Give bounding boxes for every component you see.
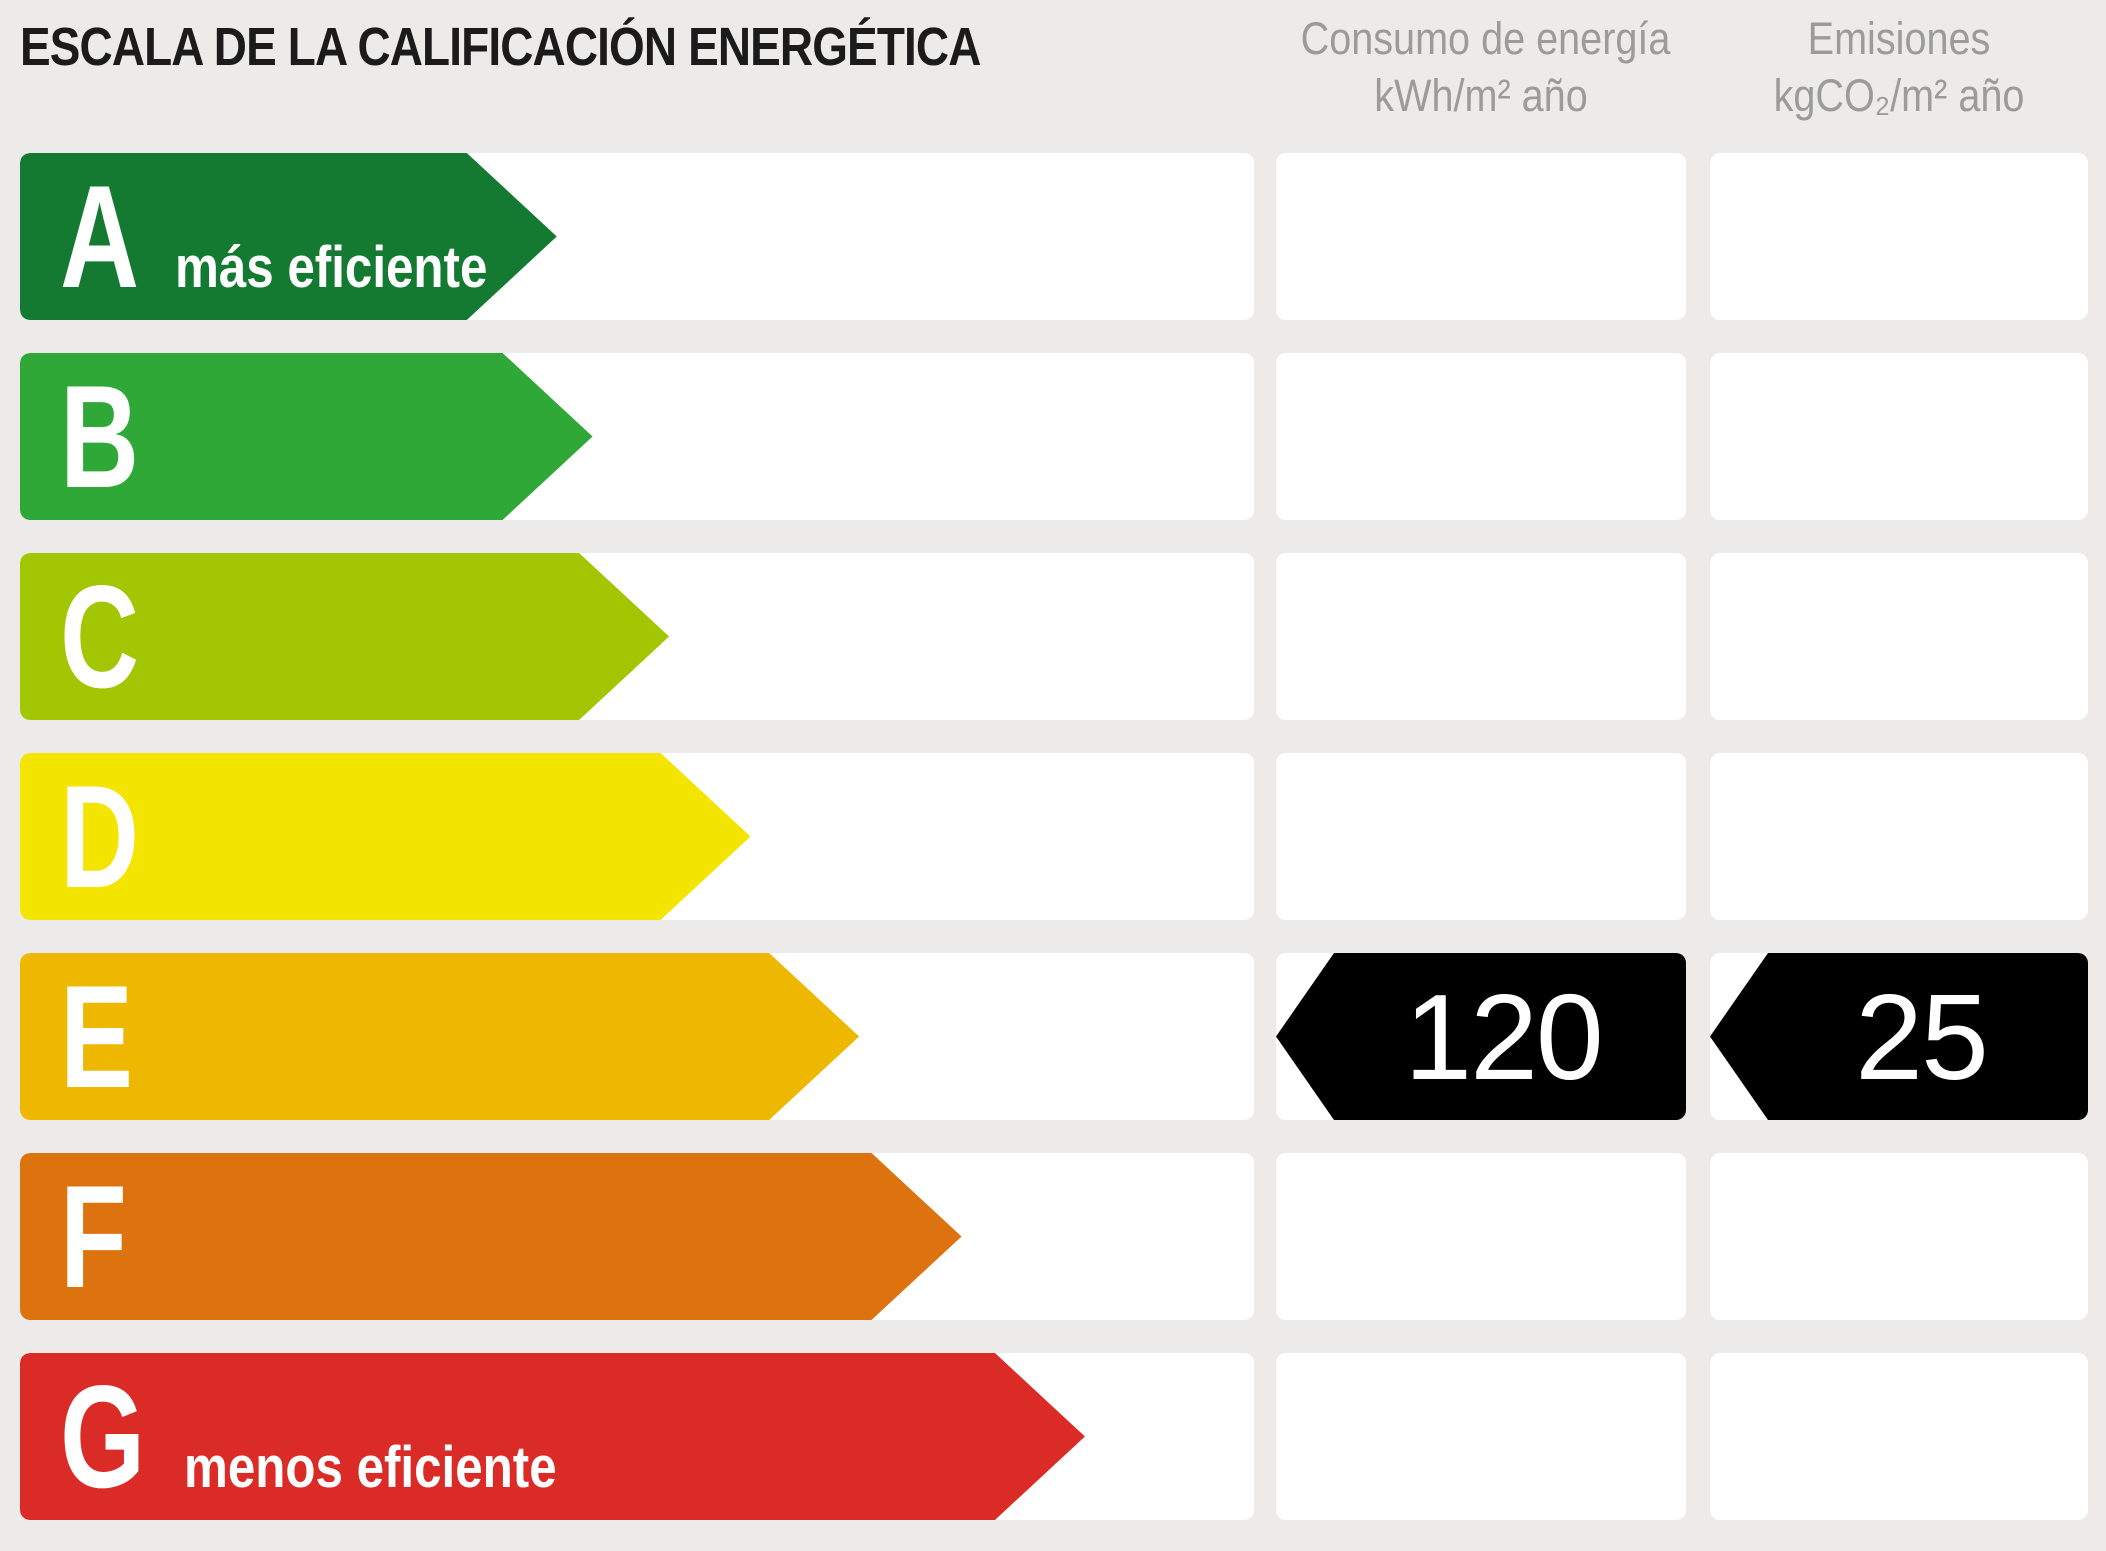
rating-bar-e: E [20, 953, 859, 1120]
consumo-cell-a [1276, 153, 1686, 320]
rating-letter-d: D [60, 755, 140, 918]
emisiones-cell-b [1710, 353, 2088, 520]
rating-label-menos-eficiente: menos eficiente [183, 1435, 557, 1500]
rating-track-f: F [20, 1153, 1254, 1320]
rating-row-d: D [20, 753, 2088, 920]
emisiones-column-header: Emisiones kgCO₂/m² año [1710, 0, 2088, 124]
rating-row-a: A más eficiente [20, 153, 2088, 320]
rating-row-e: E 120 25 [20, 953, 2088, 1120]
rating-letter-e: E [60, 955, 134, 1118]
rating-track-e: E [20, 953, 1254, 1120]
emisiones-header-line2: kgCO₂/m² año [1773, 70, 2025, 121]
emisiones-cell-g [1710, 1353, 2088, 1520]
rating-bar-g: G menos eficiente [20, 1353, 1085, 1520]
emisiones-cell-e: 25 [1710, 953, 2088, 1120]
rating-track-c: C [20, 553, 1254, 720]
rating-label-mas-eficiente: más eficiente [175, 235, 488, 300]
emisiones-value: 25 [1855, 968, 1989, 1105]
rating-track-d: D [20, 753, 1254, 920]
consumo-cell-b [1276, 353, 1686, 520]
rating-row-c: C [20, 553, 2088, 720]
page-title: ESCALA DE LA CALIFICACIÓN ENERGÉTICA [20, 17, 981, 77]
consumo-header-line2: kWh/m² año [1374, 70, 1588, 121]
rating-letter-a: A [60, 155, 140, 318]
rating-bar-f: F [20, 1153, 962, 1320]
emisiones-cell-d [1710, 753, 2088, 920]
emisiones-value-badge: 25 [1710, 953, 2088, 1120]
rating-track-g: G menos eficiente [20, 1353, 1254, 1520]
rating-row-g: G menos eficiente [20, 1353, 2088, 1520]
consumo-cell-d [1276, 753, 1686, 920]
emisiones-header-line1: Emisiones [1807, 13, 1991, 64]
consumo-cell-f [1276, 1153, 1686, 1320]
emisiones-cell-f [1710, 1153, 2088, 1320]
rating-letter-b: B [60, 355, 140, 518]
rating-row-f: F [20, 1153, 2088, 1320]
rating-bar-b: B [20, 353, 593, 520]
header-row: ESCALA DE LA CALIFICACIÓN ENERGÉTICA Con… [20, 0, 2088, 153]
rating-letter-c: C [60, 555, 140, 718]
rating-letter-g: G [60, 1355, 146, 1518]
rating-bar-c: C [20, 553, 669, 720]
consumo-cell-c [1276, 553, 1686, 720]
rating-bar-a: A más eficiente [20, 153, 557, 320]
rating-row-b: B [20, 353, 2088, 520]
consumo-value: 120 [1404, 968, 1604, 1105]
rating-track-a: A más eficiente [20, 153, 1254, 320]
rating-bar-d: D [20, 753, 751, 920]
consumo-header-line1: Consumo de energía [1300, 13, 1671, 64]
consumo-column-header: Consumo de energía kWh/m² año [1276, 0, 1686, 124]
emisiones-cell-c [1710, 553, 2088, 720]
emisiones-cell-a [1710, 153, 2088, 320]
rating-letter-f: F [60, 1155, 127, 1318]
rating-track-b: B [20, 353, 1254, 520]
consumo-value-badge: 120 [1276, 953, 1686, 1120]
consumo-cell-g [1276, 1353, 1686, 1520]
consumo-cell-e: 120 [1276, 953, 1686, 1120]
